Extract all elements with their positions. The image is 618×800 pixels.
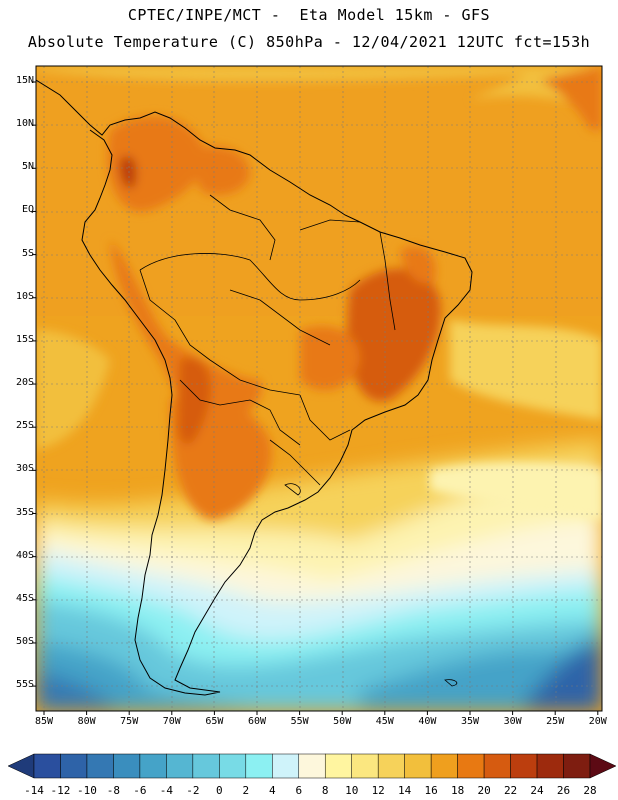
lat-label: 15S — [15, 333, 34, 345]
lat-label: 35S — [15, 506, 34, 518]
colorbar — [7, 753, 617, 779]
lon-label: 45W — [375, 716, 394, 727]
colorbar-swatch — [351, 753, 379, 779]
lon-label: 80W — [77, 716, 96, 727]
colorbar-low-arrow — [7, 753, 35, 779]
colorbar-swatch — [404, 753, 432, 779]
colorbar-swatch — [272, 753, 300, 779]
colorbar-swatch — [298, 753, 326, 779]
lat-label: 10S — [15, 290, 34, 302]
colorbar-label: -6 — [133, 784, 147, 797]
colorbar-swatch — [324, 753, 352, 779]
lon-label: 30W — [503, 716, 522, 727]
colorbar-swatch — [219, 753, 247, 779]
title-line-1: CPTEC/INPE/MCT - Eta Model 15km - GFS — [127, 6, 491, 24]
colorbar-label: 26 — [556, 784, 571, 797]
colorbar-label: 2 — [242, 784, 250, 797]
lat-label: EQ — [21, 204, 34, 216]
colorbar-swatch — [139, 753, 167, 779]
lon-label: 25W — [546, 716, 565, 727]
lon-label: 70W — [162, 716, 181, 727]
colorbar-label: -8 — [106, 784, 121, 797]
colorbar-swatch — [377, 753, 405, 779]
colorbar-swatch — [563, 753, 591, 779]
continent-outline — [36, 79, 473, 696]
colorbar-label: -14 — [24, 784, 44, 797]
colorbar-swatch — [60, 753, 88, 779]
colorbar-swatch — [457, 753, 485, 779]
colorbar-label: 8 — [321, 784, 329, 797]
colorbar-label: -10 — [77, 784, 97, 797]
colorbar-swatch — [510, 753, 538, 779]
lat-label: 25S — [15, 420, 34, 432]
lon-label: 65W — [205, 716, 224, 727]
colorbar-label: 12 — [371, 784, 385, 797]
colorbar-swatch — [166, 753, 194, 779]
lat-label: 50S — [15, 635, 34, 647]
colorbar-label: 28 — [583, 784, 597, 797]
colorbar-label: 16 — [424, 784, 438, 797]
colorbar-swatch — [430, 753, 458, 779]
colorbar-swatch — [483, 753, 511, 779]
colorbar-label: 22 — [503, 784, 518, 797]
colorbar-swatch — [86, 753, 114, 779]
lat-label: 55S — [15, 679, 34, 691]
lake-outline — [284, 483, 301, 496]
lon-label: 55W — [290, 716, 309, 727]
colorbar-swatch — [33, 753, 61, 779]
lat-label: 45S — [15, 592, 34, 604]
lat-label: 5S — [21, 247, 34, 259]
lat-label: 20S — [15, 377, 34, 389]
lon-label: 35W — [460, 716, 480, 727]
colorbar-label: -4 — [159, 784, 173, 797]
colorbar-label: -12 — [50, 784, 71, 797]
lon-label: 50W — [333, 716, 352, 727]
lon-label: 85W — [34, 716, 54, 727]
colorbar-swatch — [245, 753, 273, 779]
axis-ticks — [32, 81, 599, 715]
lat-label: 5N — [21, 161, 34, 173]
lat-label: 10N — [15, 118, 34, 130]
title-line-2: Absolute Temperature (C) 850hPa - 12/04/… — [27, 33, 591, 51]
island-outline — [444, 679, 458, 687]
colorbar-label: 10 — [345, 784, 359, 797]
lon-label: 20W — [588, 716, 607, 727]
colorbar-label: 14 — [398, 784, 412, 797]
map-frame — [35, 65, 603, 712]
country-borders — [139, 194, 396, 486]
colorbar-label: 0 — [216, 784, 223, 797]
colorbar-label: 4 — [268, 784, 276, 797]
colorbar-label: 6 — [295, 784, 303, 797]
colorbar-swatch — [536, 753, 564, 779]
lat-label: 30S — [15, 463, 34, 475]
lon-label: 75W — [120, 716, 139, 727]
colorbar-label: 20 — [477, 784, 491, 797]
lat-label: 15N — [15, 75, 34, 86]
colorbar-swatch — [192, 753, 220, 779]
lat-label: 40S — [15, 549, 34, 561]
colorbar-label: -2 — [186, 784, 200, 797]
colorbar-high-arrow — [589, 753, 617, 779]
colorbar-label: 18 — [450, 784, 465, 797]
lon-label: 40W — [418, 716, 437, 727]
temperature-field — [36, 66, 602, 711]
lon-label: 60W — [247, 716, 267, 727]
colorbar-label: 24 — [530, 784, 544, 797]
colorbar-swatch — [113, 753, 141, 779]
graticule — [36, 66, 602, 711]
